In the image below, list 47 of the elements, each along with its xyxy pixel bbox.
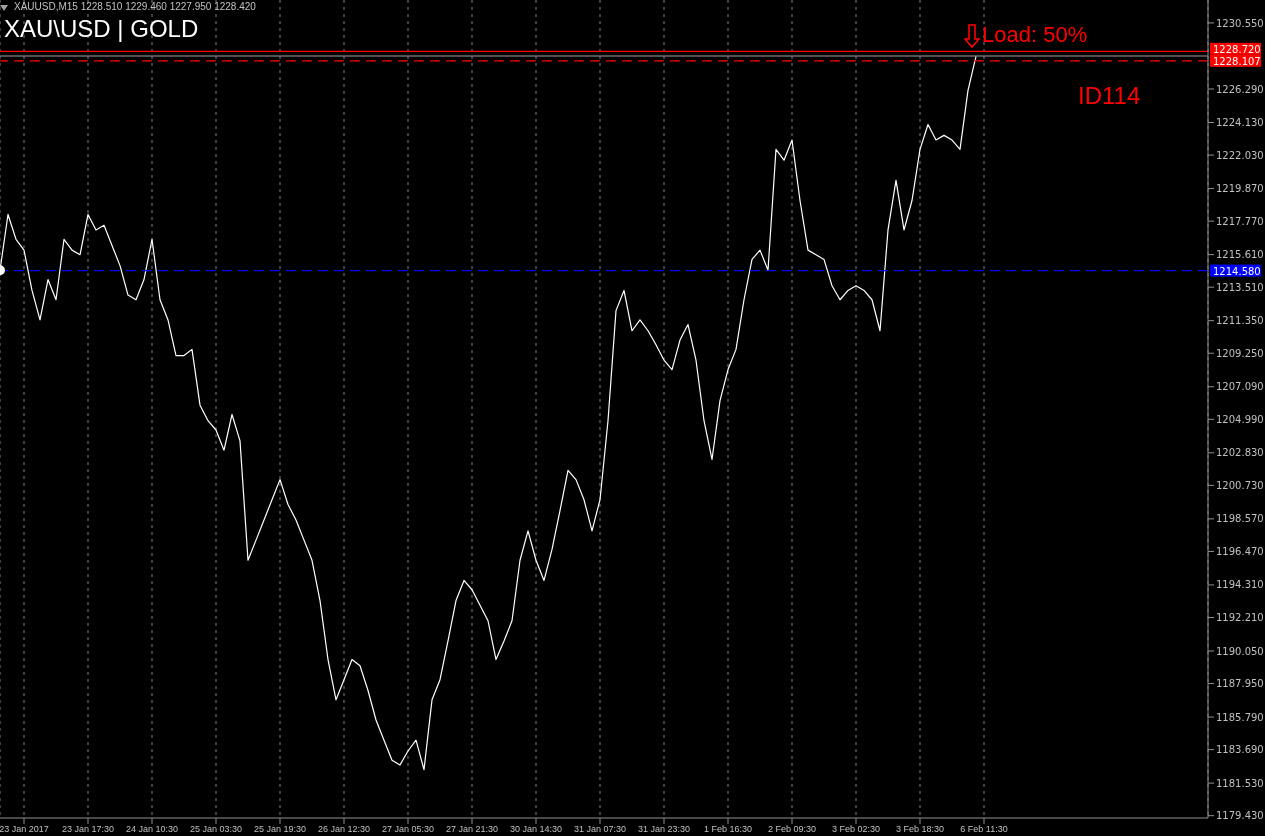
annotation: XAUUSD,M15 1228.510 1229.460 1227.950 1228.420 bbox=[14, 1, 256, 12]
y-tick-label: 1209.250 bbox=[1216, 347, 1264, 359]
y-tick-label: 1230.550 bbox=[1216, 17, 1264, 29]
x-tick-label: 24 Jan 10:30 bbox=[125, 824, 179, 835]
x-tick-label: 27 Jan 21:30 bbox=[445, 824, 499, 835]
annotation: Load: 50% bbox=[982, 22, 1088, 47]
y-tick-label: 1190.050 bbox=[1216, 645, 1264, 657]
x-tick-label: 31 Jan 23:30 bbox=[637, 824, 691, 835]
x-tick-label: 25 Jan 19:30 bbox=[253, 824, 307, 835]
x-tick-label: 30 Jan 14:30 bbox=[509, 824, 563, 835]
y-tick-label: 1179.430 bbox=[1216, 810, 1264, 822]
y-tick-label: 1202.830 bbox=[1216, 447, 1264, 459]
y-tick-label: 1204.990 bbox=[1216, 413, 1264, 425]
y-tick-label: 1192.210 bbox=[1216, 612, 1264, 624]
y-tick-label: 1215.610 bbox=[1216, 249, 1264, 261]
y-tick-label: 1187.950 bbox=[1216, 678, 1264, 690]
y-tick-label: 1217.770 bbox=[1216, 215, 1264, 227]
y-tick-label: 1196.470 bbox=[1216, 545, 1264, 557]
x-tick-label: 25 Jan 03:30 bbox=[189, 824, 243, 835]
ref-line-label: 1214.580 bbox=[1213, 265, 1261, 277]
y-tick-label: 1181.530 bbox=[1216, 777, 1264, 789]
y-tick-label: 1222.030 bbox=[1216, 149, 1264, 161]
x-tick-label: 31 Jan 07:30 bbox=[573, 824, 627, 835]
y-tick-label: 1194.310 bbox=[1216, 579, 1264, 591]
x-tick-label: 3 Feb 02:30 bbox=[831, 824, 881, 835]
x-tick-label: 6 Feb 11:30 bbox=[960, 824, 1008, 835]
ref-line-label: 1228.107 bbox=[1213, 55, 1261, 67]
y-tick-label: 1226.290 bbox=[1216, 83, 1264, 95]
y-tick-label: 1198.570 bbox=[1216, 513, 1264, 525]
x-tick-label: 2 Feb 09:30 bbox=[767, 824, 817, 835]
y-tick-label: 1211.350 bbox=[1216, 315, 1264, 327]
y-tick-label: 1200.730 bbox=[1216, 479, 1264, 491]
x-tick-label: 26 Jan 12:30 bbox=[317, 824, 371, 835]
text: XAU\USD | GOLD bbox=[4, 15, 199, 43]
x-tick-label: 23 Jan 2017 bbox=[0, 824, 49, 835]
y-tick-label: 1207.090 bbox=[1216, 381, 1264, 393]
y-tick-label: 1219.870 bbox=[1216, 183, 1264, 195]
y-tick-label: 1183.690 bbox=[1216, 744, 1264, 756]
x-tick-label: 27 Jan 05:30 bbox=[381, 824, 435, 835]
x-tick-label: 23 Jan 17:30 bbox=[61, 824, 115, 835]
y-tick-label: 1185.790 bbox=[1216, 711, 1264, 723]
y-tick-label: 1224.130 bbox=[1216, 117, 1264, 129]
x-tick-label: 1 Feb 16:30 bbox=[703, 824, 753, 835]
annotation: ID114 bbox=[1078, 82, 1141, 109]
x-tick-label: 3 Feb 18:30 bbox=[895, 824, 945, 835]
y-tick-label: 1213.510 bbox=[1216, 281, 1264, 293]
ref-line-label: 1228.720 bbox=[1213, 43, 1261, 55]
